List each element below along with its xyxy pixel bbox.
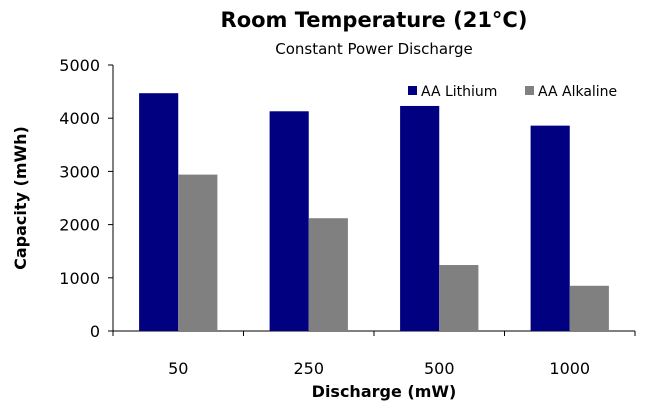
- bar-aa-lithium: [400, 105, 440, 332]
- x-tick-label: 500: [424, 359, 455, 378]
- y-axis-ticks: 0 1000 2000 3000 4000 5000: [59, 56, 113, 341]
- y-tick-label: 1000: [59, 269, 100, 288]
- bar-aa-alkaline: [569, 285, 609, 331]
- y-tick-label: 3000: [59, 162, 100, 181]
- x-axis-ticks: 50 250 500 1000: [112, 331, 636, 378]
- bar-aa-lithium: [530, 125, 570, 331]
- x-tick-label: 50: [168, 359, 188, 378]
- chart-title: Room Temperature (21°C): [221, 8, 528, 32]
- legend-label: AA Alkaline: [538, 84, 617, 100]
- bars: [139, 93, 609, 332]
- y-tick-label: 5000: [59, 56, 100, 75]
- bar-aa-alkaline: [308, 218, 348, 331]
- x-tick-label: 1000: [549, 359, 590, 378]
- plot-area: 0 1000 2000 3000 4000 5000 50 250 500 1000: [59, 56, 636, 378]
- y-tick-label: 2000: [59, 216, 100, 235]
- bar-aa-alkaline: [178, 174, 218, 331]
- y-tick-label: 4000: [59, 109, 100, 128]
- x-tick-label: 250: [293, 359, 324, 378]
- legend-swatch: [525, 86, 534, 95]
- chart-subtitle: Constant Power Discharge: [275, 40, 472, 58]
- bar-aa-lithium: [139, 93, 179, 331]
- legend: AA Lithium AA Alkaline: [408, 84, 617, 100]
- y-axis-title: Capacity (mWh): [11, 126, 30, 270]
- legend-label: AA Lithium: [421, 84, 497, 100]
- legend-swatch: [408, 86, 417, 95]
- y-tick-label: 0: [90, 322, 100, 341]
- bar-aa-lithium: [269, 111, 309, 331]
- bar-aa-alkaline: [439, 265, 479, 331]
- x-axis-title: Discharge (mW): [312, 382, 457, 401]
